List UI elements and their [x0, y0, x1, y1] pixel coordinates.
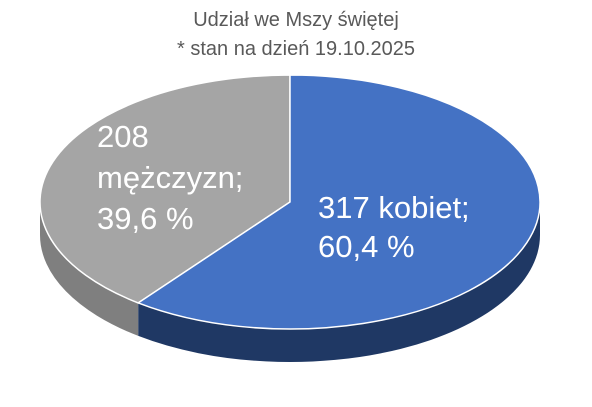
data-label-men-line-1: 208: [97, 119, 149, 154]
chart-title: Udział we Mszy świętej: [193, 9, 399, 31]
pie-slice-men: [39, 74, 291, 304]
pie-slice-women: [136, 74, 541, 330]
pie-slice-side-women: [40, 202, 139, 336]
data-label-men-line-2: mężczyzn;: [97, 160, 243, 195]
data-label-women-line-2: 60,4 %: [318, 229, 415, 264]
data-label-women: 317 kobiet; 60,4 %: [318, 190, 478, 264]
data-label-men-line-3: 39,6 %: [97, 201, 194, 236]
data-label-men: 208 mężczyzn; 39,6 %: [97, 119, 252, 236]
chart-subtitle: * stan na dzień 19.10.2025: [177, 38, 415, 60]
pie-slice-side-men: [138, 202, 540, 362]
data-label-women-line-1: 317 kobiet;: [318, 190, 470, 225]
